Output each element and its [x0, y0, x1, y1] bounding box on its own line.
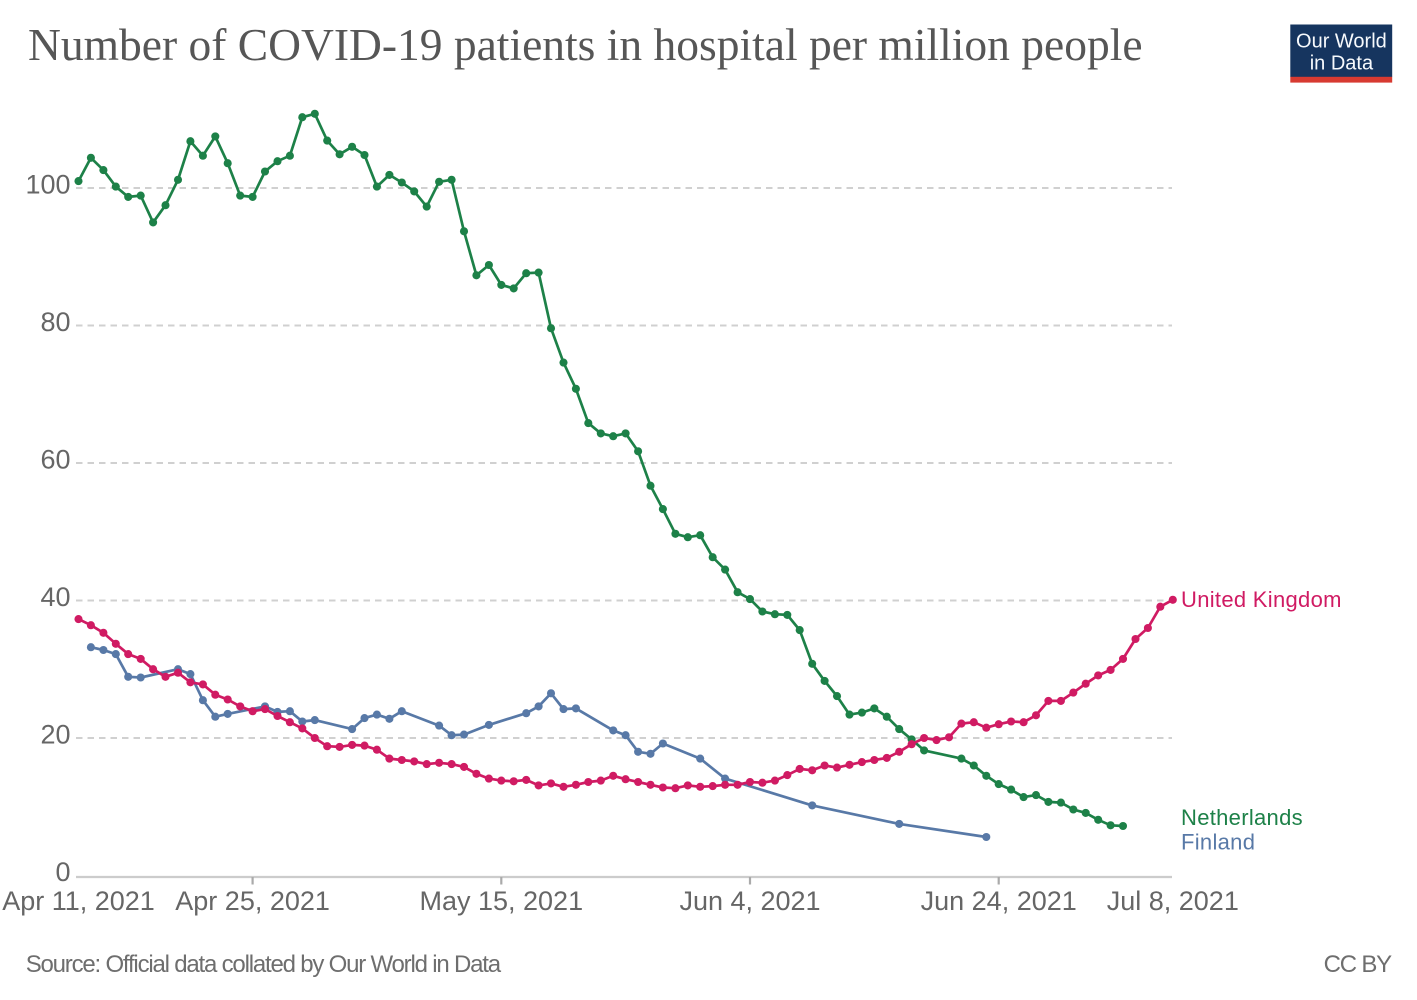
svg-text:May 15, 2021: May 15, 2021 — [419, 886, 583, 916]
svg-text:20: 20 — [40, 720, 70, 750]
svg-text:Apr 11, 2021: Apr 11, 2021 — [2, 886, 155, 916]
svg-text:United Kingdom: United Kingdom — [1181, 587, 1342, 612]
svg-text:Netherlands: Netherlands — [1181, 805, 1303, 830]
svg-text:Jun 4, 2021: Jun 4, 2021 — [679, 886, 820, 916]
svg-text:100: 100 — [25, 170, 70, 200]
svg-text:Source: Official data collated: Source: Official data collated by Our Wo… — [26, 951, 502, 978]
svg-text:in Data: in Data — [1310, 53, 1374, 75]
svg-text:Jun 24, 2021: Jun 24, 2021 — [921, 886, 1077, 916]
svg-text:CC BY: CC BY — [1324, 951, 1393, 978]
svg-text:Number of COVID-19 patients in: Number of COVID-19 patients in hospital … — [28, 19, 1143, 70]
svg-text:40: 40 — [40, 582, 70, 612]
svg-text:Finland: Finland — [1181, 830, 1255, 855]
svg-text:Apr 25, 2021: Apr 25, 2021 — [175, 886, 330, 916]
svg-text:60: 60 — [40, 445, 70, 475]
svg-text:0: 0 — [55, 857, 70, 887]
svg-text:80: 80 — [40, 307, 70, 337]
svg-text:Jul 8, 2021: Jul 8, 2021 — [1107, 886, 1239, 916]
svg-text:Our World: Our World — [1296, 31, 1387, 53]
